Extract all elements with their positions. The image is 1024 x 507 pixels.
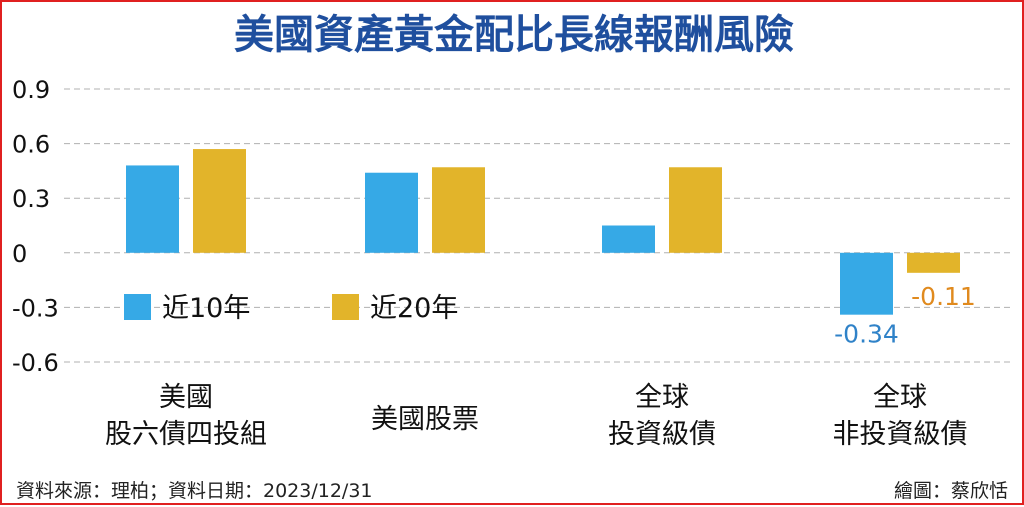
bar-10y-3 [840,252,893,315]
x-tick-label: 投資級債 [608,419,716,450]
data-label: -0.34 [834,320,899,349]
bar-20y-3 [907,252,960,273]
x-tick-label: 美國 [159,382,213,413]
bar-20y-0 [193,149,246,253]
chart-title: 美國資產黃金配比長線報酬風險 [234,12,794,58]
legend-label: 近10年 [162,293,250,324]
x-tick-label: 全球 [635,382,689,413]
x-tick-label: 全球 [873,382,927,413]
legend-swatch-20y [332,294,359,320]
y-tick-label: 0.3 [12,185,50,213]
bar-20y-2 [669,167,722,253]
y-tick-label: 0 [12,240,27,268]
x-tick-label: 非投資級債 [833,419,968,450]
legend-swatch-10y [124,294,151,320]
bar-10y-0 [126,165,179,253]
x-tick-label: 美國股票 [371,404,479,435]
bar-10y-1 [365,172,418,253]
y-tick-label: 0.6 [12,131,50,159]
y-axis-ticks: 0.9 0.6 0.3 0 -0.3 -0.6 [12,76,59,377]
source-note: 資料來源：理柏；資料日期：2023/12/31 [16,480,373,502]
bar-20y-1 [432,167,485,253]
data-labels: -0.34 -0.11 [834,282,976,349]
y-tick-label: -0.6 [12,349,59,377]
legend: 近10年 近20年 [124,293,458,324]
bars [126,149,960,315]
legend-label: 近20年 [370,293,458,324]
data-label: -0.11 [911,282,976,311]
y-tick-label: -0.3 [12,294,59,322]
x-tick-label: 股六債四投組 [105,419,267,450]
bar-10y-2 [602,225,655,253]
credit-note: 繪圖：蔡欣恬 [893,480,1008,502]
y-tick-label: 0.9 [12,76,50,104]
